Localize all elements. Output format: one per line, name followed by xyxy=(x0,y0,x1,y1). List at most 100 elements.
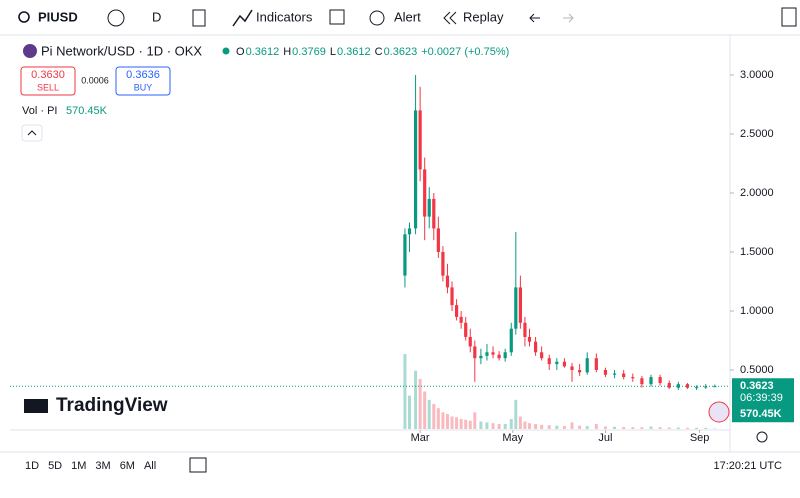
volume-tag-label: 570.45K xyxy=(740,408,782,420)
fullscreen-icon[interactable] xyxy=(782,8,796,26)
volume-bar xyxy=(548,425,551,429)
candle-body xyxy=(613,374,616,375)
date-range-icon[interactable] xyxy=(190,458,206,472)
interval[interactable]: D xyxy=(152,9,161,24)
candle-body xyxy=(460,317,463,323)
volume-bar xyxy=(414,371,417,429)
layout-icon[interactable] xyxy=(330,10,344,24)
range-button[interactable]: 3M xyxy=(95,460,110,472)
range-button[interactable]: 1M xyxy=(71,460,86,472)
volume-bar xyxy=(464,420,467,429)
replay[interactable]: Replay xyxy=(463,9,504,24)
alert[interactable]: Alert xyxy=(394,9,421,24)
volume-bar xyxy=(695,428,698,429)
countdown: 06:39:39 xyxy=(740,392,783,404)
undo-icon[interactable] xyxy=(530,14,540,22)
candle-body xyxy=(428,199,431,217)
candle-body xyxy=(510,329,513,353)
y-tick-label: 1.0000 xyxy=(740,305,774,317)
y-tick-label: 0.5000 xyxy=(740,364,774,376)
candle-body xyxy=(668,383,671,388)
symbol[interactable]: PIUSD xyxy=(38,9,78,24)
spread: 0.0006 xyxy=(81,75,109,85)
volume-bar xyxy=(485,422,488,429)
volume-bar xyxy=(514,400,517,429)
candle-body xyxy=(519,287,522,322)
settings-icon[interactable] xyxy=(757,432,767,442)
clock: 17:20:21 UTC xyxy=(714,460,783,472)
chart-type-icon[interactable] xyxy=(193,10,205,26)
ohlc-value: 0.3769 xyxy=(292,46,326,58)
candle-body xyxy=(586,358,589,372)
volume-bar xyxy=(523,422,526,430)
x-tick-label: Sep xyxy=(690,432,710,444)
ohlc-value: 0.3612 xyxy=(337,46,371,58)
candle-body xyxy=(649,377,652,384)
buy-label[interactable]: BUY xyxy=(134,82,153,92)
buy-price[interactable]: 0.3636 xyxy=(126,69,160,81)
candle-body xyxy=(631,377,634,378)
volume-bar xyxy=(403,354,406,429)
chart-title: Pi Network/USD · 1D · OKX xyxy=(41,43,202,58)
volume-bar xyxy=(595,424,598,429)
candle-body xyxy=(514,287,517,328)
candle-body xyxy=(491,352,494,354)
candle-body xyxy=(469,337,472,346)
y-tick-label: 2.0000 xyxy=(740,187,774,199)
candle-body xyxy=(504,352,507,358)
volume-bar xyxy=(659,427,662,429)
candle-body xyxy=(640,378,643,384)
candle-body xyxy=(485,352,488,356)
last-price: 0.3623 xyxy=(740,380,774,392)
sell-price[interactable]: 0.3630 xyxy=(31,69,65,81)
tv-logo-mark xyxy=(24,399,48,413)
y-tick-label: 2.5000 xyxy=(740,128,774,140)
volume-bar xyxy=(631,427,634,429)
candle-body xyxy=(446,276,449,288)
volume-bar xyxy=(613,427,616,429)
candle-body xyxy=(595,358,598,370)
range-button[interactable]: 1D xyxy=(25,460,39,472)
volume-bar xyxy=(498,424,501,429)
candle-body xyxy=(578,370,581,372)
candle-body xyxy=(540,352,543,358)
x-tick-label: May xyxy=(502,432,523,444)
volume-bar xyxy=(519,417,522,430)
range-bar: 1D 5D 1M 3M 6M All xyxy=(25,460,156,472)
candle-body xyxy=(473,346,476,358)
redo-icon[interactable] xyxy=(563,14,573,22)
alert-icon[interactable] xyxy=(370,11,384,25)
volume-bar xyxy=(677,428,680,429)
volume-bar xyxy=(622,427,625,429)
indicators-icon[interactable] xyxy=(233,10,252,26)
indicators[interactable]: Indicators xyxy=(256,9,313,24)
ohlc-prefix: L xyxy=(330,46,336,58)
volume-bar xyxy=(668,428,671,430)
market-status xyxy=(223,48,230,55)
replay-icon[interactable] xyxy=(444,12,456,24)
range-button[interactable]: 6M xyxy=(120,460,135,472)
candle-body xyxy=(563,362,566,367)
y-tick-label: 3.0000 xyxy=(740,69,774,81)
volume-bar xyxy=(528,423,531,429)
add-icon[interactable] xyxy=(108,10,124,26)
candle-body xyxy=(419,110,422,169)
candle-body xyxy=(408,228,411,234)
volume-bar xyxy=(446,414,449,429)
volume-bar xyxy=(428,400,431,429)
candle-body xyxy=(432,199,435,229)
volume-bar xyxy=(460,419,463,429)
collapse-button[interactable] xyxy=(22,125,42,141)
search-icon[interactable] xyxy=(19,12,29,22)
volume-bar xyxy=(650,427,653,430)
candle-body xyxy=(695,387,698,388)
candle-body xyxy=(441,252,444,276)
x-tick-label: Mar xyxy=(411,432,430,444)
volume-bar xyxy=(640,427,643,429)
range-button[interactable]: 5D xyxy=(48,460,62,472)
candle-body xyxy=(464,323,467,337)
sell-label[interactable]: SELL xyxy=(37,82,59,92)
range-button[interactable]: All xyxy=(144,460,156,472)
volume-bar xyxy=(423,392,426,430)
